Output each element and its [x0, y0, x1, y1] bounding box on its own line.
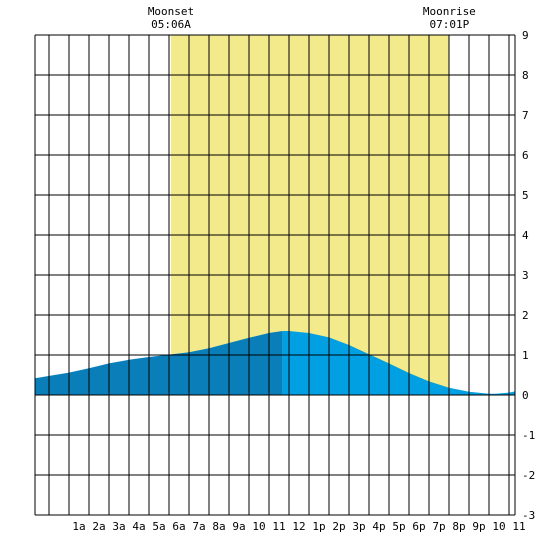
- y-tick-label: -2: [522, 469, 535, 482]
- x-tick-label: 7p: [432, 520, 445, 533]
- x-tick-label: 8a: [212, 520, 225, 533]
- x-tick-label: 6a: [172, 520, 185, 533]
- x-tick-label: 4a: [132, 520, 145, 533]
- x-tick-label: 11: [272, 520, 285, 533]
- x-tick-label: 10: [492, 520, 505, 533]
- grid-layer: [34, 34, 516, 516]
- y-tick-label: 9: [522, 29, 529, 42]
- x-tick-label: 6p: [412, 520, 425, 533]
- x-tick-label: 3a: [112, 520, 125, 533]
- x-tick-label: 2a: [92, 520, 105, 533]
- x-tick-label: 4p: [372, 520, 385, 533]
- y-tick-label: 3: [522, 269, 529, 282]
- x-tick-label: 10: [252, 520, 265, 533]
- moon-event-name: Moonset: [148, 5, 194, 18]
- y-tick-label: 1: [522, 349, 529, 362]
- moon-event-name: Moonrise: [423, 5, 476, 18]
- y-tick-label: 7: [522, 109, 529, 122]
- y-tick-label: -1: [522, 429, 535, 442]
- moon-event-time: 07:01P: [429, 18, 469, 31]
- tide-area-rising: [35, 331, 283, 395]
- y-tick-label: 8: [522, 69, 529, 82]
- y-tick-label: 6: [522, 149, 529, 162]
- y-tick-label: 5: [522, 189, 529, 202]
- tide-area-falling: [282, 331, 515, 395]
- x-tick-label: 5a: [152, 520, 165, 533]
- x-tick-label: 3p: [352, 520, 365, 533]
- x-tick-label: 1p: [312, 520, 325, 533]
- y-tick-label: -3: [522, 509, 535, 522]
- x-tick-label: 8p: [452, 520, 465, 533]
- y-tick-label: 2: [522, 309, 529, 322]
- x-tick-label: 7a: [192, 520, 205, 533]
- x-tick-label: 5p: [392, 520, 405, 533]
- y-tick-label: 0: [522, 389, 529, 402]
- x-tick-label: 2p: [332, 520, 345, 533]
- x-tick-label: 1a: [72, 520, 85, 533]
- moon-event-time: 05:06A: [151, 18, 191, 31]
- y-tick-label: 4: [522, 229, 529, 242]
- tide-area-layer: [35, 331, 515, 395]
- x-tick-label: 11: [512, 520, 525, 533]
- x-tick-label: 9p: [472, 520, 485, 533]
- x-tick-label: 12: [292, 520, 305, 533]
- x-tick-label: 9a: [232, 520, 245, 533]
